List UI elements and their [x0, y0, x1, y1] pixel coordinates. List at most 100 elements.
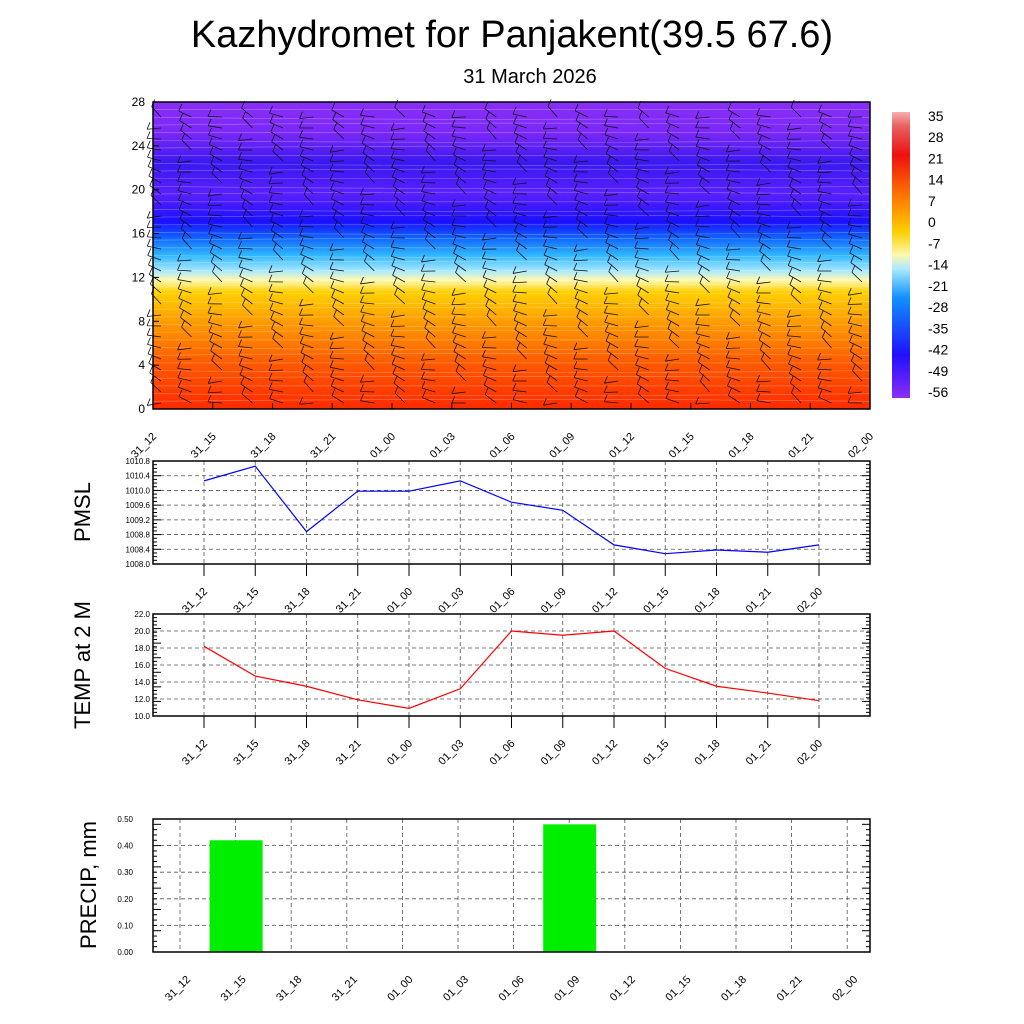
wind-barb: [146, 238, 162, 250]
wind-barb: [421, 273, 436, 283]
wind-barb: [729, 121, 741, 140]
wind-barb: [210, 156, 223, 173]
wind-barb: [542, 318, 558, 327]
wind-barb: [455, 363, 467, 382]
wind-barb: [516, 341, 528, 360]
wind-barb: [817, 174, 832, 184]
wind-barb: [696, 345, 710, 360]
wind-barb: [727, 102, 741, 118]
contour-line: [152, 214, 871, 218]
wind-barb: [483, 368, 497, 382]
wind-barb: [359, 384, 375, 393]
wind-barb: [177, 253, 192, 262]
wind-barb: [542, 210, 558, 219]
wind-barb: [512, 266, 527, 274]
wind-barb: [484, 200, 497, 217]
y-axis-label: TEMP at 2 M: [70, 601, 95, 729]
x-tick-label: 01_00: [385, 586, 415, 616]
wind-barb: [847, 119, 863, 129]
wind-barb: [514, 322, 527, 338]
contour-line: [152, 237, 871, 241]
wind-barb: [178, 103, 192, 118]
x-tick-label: 31_12: [163, 974, 193, 1004]
colorbar-label: -35: [928, 320, 948, 336]
wind-barb: [544, 159, 558, 173]
wind-barb: [300, 345, 314, 360]
wind-barb: [299, 308, 314, 316]
wind-barb: [361, 136, 375, 151]
wind-barb: [485, 209, 497, 228]
wind-barb: [451, 217, 466, 228]
wind-barb: [695, 139, 710, 151]
wind-barb: [573, 272, 588, 283]
wind-barb: [638, 110, 649, 129]
wind-barb: [634, 320, 649, 329]
x-tick-label: 01_06: [488, 431, 518, 461]
wind-barb: [420, 353, 436, 361]
wind-barb: [849, 147, 863, 162]
wind-barb: [333, 309, 345, 327]
wind-barb: [786, 122, 802, 131]
wind-barb: [787, 258, 802, 272]
wind-barb: [727, 289, 741, 305]
wind-barb: [695, 218, 710, 228]
wind-barb: [423, 311, 436, 327]
wind-barb: [390, 132, 405, 140]
wind-barb: [268, 265, 283, 273]
wind-barb: [238, 250, 253, 261]
wind-barb: [299, 111, 314, 120]
wind-barb: [664, 372, 680, 382]
x-tick-label: 01_21: [786, 431, 816, 461]
wind-barb: [422, 301, 436, 316]
wind-barb: [270, 124, 284, 140]
wind-barb: [451, 199, 466, 207]
wind-barb: [303, 187, 314, 206]
wind-barb: [820, 133, 832, 151]
wind-barb: [360, 187, 375, 196]
y-tick-label: 0.00: [117, 948, 133, 957]
wind-barb: [543, 398, 558, 406]
wind-barb: [269, 302, 284, 316]
wind-barb: [299, 209, 314, 218]
wind-barb: [695, 396, 710, 405]
wind-barb: [848, 236, 863, 250]
wind-barb: [756, 215, 771, 228]
wind-barb: [512, 186, 527, 195]
wind-barb: [544, 257, 558, 272]
wind-barb: [512, 195, 527, 206]
wind-barb: [820, 320, 832, 338]
wind-barb: [577, 319, 588, 338]
wind-barb: [698, 364, 710, 382]
y-tick-label: 1008.4: [126, 545, 151, 554]
wind-barb: [207, 287, 222, 295]
wind-barb: [696, 158, 710, 173]
colorbar: [892, 112, 910, 398]
wind-barb: [634, 151, 649, 162]
wind-barb: [330, 191, 345, 206]
wind-barb: [513, 303, 527, 316]
wind-barb: [638, 297, 649, 316]
wind-barb: [207, 109, 222, 118]
wind-barb: [271, 134, 284, 151]
wind-barb: [420, 165, 436, 174]
wind-barb: [331, 102, 345, 118]
wind-barb: [208, 137, 223, 151]
wind-barb: [269, 204, 284, 217]
wind-barb: [664, 283, 680, 294]
wind-barb: [756, 393, 771, 404]
temp-panel: 10.0 12.0 14.0 16.0 18.0 20.0 22.0 31_12 31_15 31…: [70, 601, 871, 768]
x-tick-label: 01_03: [436, 738, 466, 768]
wind-barb: [606, 343, 619, 360]
y-tick-label: 24: [132, 139, 146, 153]
wind-barb: [299, 397, 314, 405]
wind-barb: [635, 170, 649, 184]
wind-barb: [789, 375, 802, 393]
wind-barb: [360, 108, 375, 118]
contour-line: [152, 191, 871, 195]
wind-barb: [756, 178, 771, 186]
wind-barb: [573, 342, 588, 351]
wind-barb: [699, 275, 710, 294]
wind-barb: [573, 155, 588, 163]
wind-barb: [847, 386, 863, 394]
wind-barb: [360, 206, 375, 217]
